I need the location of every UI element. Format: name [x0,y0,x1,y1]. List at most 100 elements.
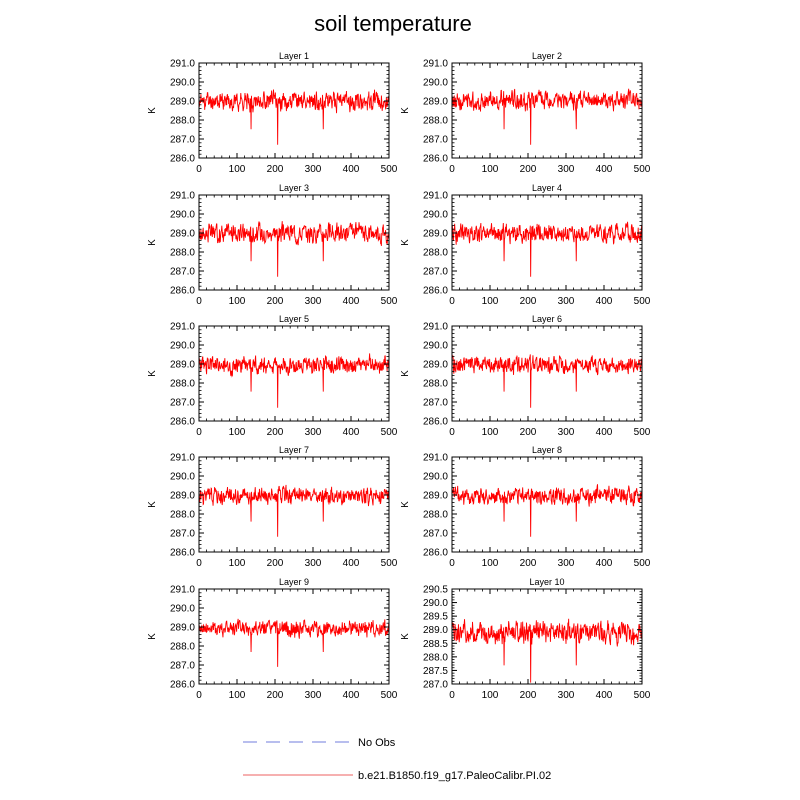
legend-model-label: b.e21.B1850.f19_g17.PaleoCalibr.PI.02 [358,770,551,782]
y-tick-label: 286.0 [423,286,448,297]
y-axis-label: K [400,107,411,114]
x-tick-label: 100 [229,558,246,569]
y-tick-label: 289.0 [423,97,448,108]
x-tick-label: 400 [343,690,360,701]
x-tick-label: 500 [634,427,651,438]
x-tick-label: 400 [343,427,360,438]
y-tick-label: 290.0 [423,341,448,352]
panels: 0 100 200 300 400 500 286.0 287.0 288.0 289.0 290.… [147,51,651,701]
panel-6: 0 100 200 300 400 500 286.0 287.0 288.0 289.0 290.… [400,314,651,438]
plot-frame [451,62,643,159]
panel-title: Layer 8 [532,445,562,455]
y-tick-label: 286.0 [170,154,195,165]
x-tick-label: 300 [558,296,575,307]
y-axis-label: K [400,239,411,246]
panel-10: 0 100 200 300 400 500 287.0 287.5 288.0 288.5 289.… [400,577,651,701]
x-tick-label: 500 [381,164,398,175]
y-tick-label: 286.0 [170,680,195,691]
plot-frame [451,194,643,291]
y-tick-label: 287.0 [423,680,448,691]
y-tick-label: 287.0 [423,267,448,278]
y-tick-label: 291.0 [423,191,448,202]
panel-8: 0 100 200 300 400 500 286.0 287.0 288.0 289.0 290.… [400,445,651,569]
x-tick-label: 500 [634,164,651,175]
x-tick-label: 300 [305,427,322,438]
panel-title: Layer 7 [279,445,309,455]
y-tick-label: 289.0 [423,229,448,240]
y-tick-label: 291.0 [170,59,195,70]
x-tick-label: 100 [229,427,246,438]
legend-no-obs-label: No Obs [358,737,396,749]
x-tick-label: 400 [343,164,360,175]
x-tick-label: 200 [267,296,284,307]
panel-title: Layer 2 [532,51,562,61]
panel-title: Layer 9 [279,577,309,587]
x-tick-label: 500 [634,690,651,701]
y-tick-label: 288.0 [423,116,448,127]
panel-7: 0 100 200 300 400 500 286.0 287.0 288.0 289.0 290.… [147,445,398,569]
series-line [198,618,390,667]
y-tick-label: 288.0 [170,642,195,653]
y-tick-label: 289.0 [423,360,448,371]
x-tick-label: 200 [520,427,537,438]
y-tick-label: 287.0 [170,267,195,278]
y-tick-label: 290.0 [423,78,448,89]
y-tick-label: 288.0 [423,379,448,390]
series-line [198,89,390,145]
y-tick-label: 290.0 [170,78,195,89]
x-tick-label: 0 [449,427,455,438]
y-axis-label: K [400,501,411,508]
y-axis-label: K [147,239,158,246]
panel-title: Layer 4 [532,183,562,193]
x-tick-label: 500 [381,427,398,438]
x-tick-label: 300 [558,558,575,569]
series-line [451,618,643,683]
x-tick-label: 400 [596,164,613,175]
x-tick-label: 0 [449,164,455,175]
x-tick-label: 500 [381,296,398,307]
series-line [198,484,390,537]
y-axis-label: K [147,370,158,377]
series-line [451,484,643,537]
y-tick-label: 287.0 [170,529,195,540]
y-tick-label: 291.0 [170,453,195,464]
y-axis-label: K [147,501,158,508]
x-tick-label: 100 [229,164,246,175]
x-tick-label: 500 [381,558,398,569]
x-tick-label: 200 [520,690,537,701]
x-tick-label: 400 [596,427,613,438]
y-tick-label: 287.0 [423,398,448,409]
y-tick-label: 289.0 [423,625,448,636]
y-tick-label: 291.0 [170,585,195,596]
y-axis-label: K [400,633,411,640]
y-tick-label: 290.0 [170,472,195,483]
panel-title: Layer 3 [279,183,309,193]
y-tick-label: 289.0 [170,360,195,371]
y-tick-label: 290.0 [423,598,448,609]
panel-title: Layer 1 [279,51,309,61]
x-tick-label: 0 [196,690,202,701]
y-tick-label: 288.0 [170,379,195,390]
x-tick-label: 0 [196,296,202,307]
plot-frame [198,588,390,685]
x-tick-label: 500 [381,690,398,701]
x-tick-label: 300 [305,558,322,569]
plot-frame [198,325,390,422]
x-tick-label: 200 [520,296,537,307]
y-tick-label: 286.0 [423,417,448,428]
panel-title: Layer 10 [529,577,564,587]
y-tick-label: 287.5 [423,666,448,677]
y-tick-label: 288.0 [170,116,195,127]
x-tick-label: 0 [449,296,455,307]
panel-title: Layer 6 [532,314,562,324]
y-tick-label: 290.0 [423,210,448,221]
series-line [198,221,390,277]
panel-1: 0 100 200 300 400 500 286.0 287.0 288.0 289.0 290.… [147,51,398,175]
x-tick-label: 0 [449,558,455,569]
y-tick-label: 291.0 [170,322,195,333]
x-tick-label: 500 [634,296,651,307]
x-tick-label: 0 [196,427,202,438]
plot-frame [198,194,390,291]
y-tick-label: 287.0 [170,661,195,672]
y-tick-label: 287.0 [170,135,195,146]
